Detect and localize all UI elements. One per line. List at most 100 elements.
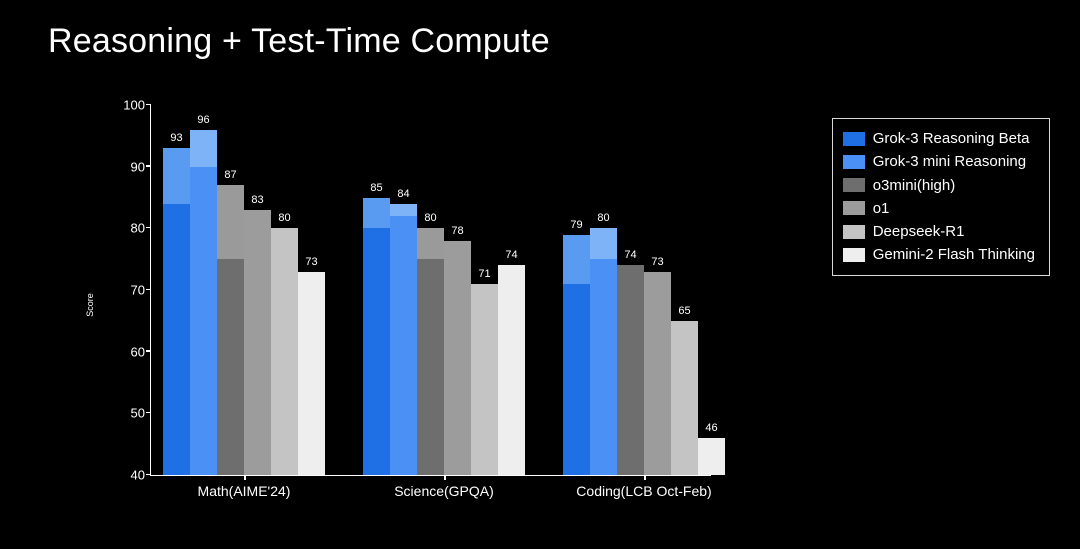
bar-cap (163, 148, 190, 204)
y-tick-mark (146, 227, 151, 229)
bar: 80 (417, 228, 444, 475)
bar: 73 (644, 272, 671, 476)
y-tick-label: 70 (131, 283, 151, 298)
y-tick-label: 100 (123, 98, 151, 113)
bar-base (444, 241, 471, 475)
bar: 71 (471, 284, 498, 475)
bar-base (363, 228, 390, 475)
bar-base (563, 284, 590, 475)
y-tick-mark (146, 289, 151, 291)
legend-item: Gemini-2 Flash Thinking (843, 243, 1035, 266)
y-tick-label: 40 (131, 468, 151, 483)
legend-label: Deepseek-R1 (873, 220, 965, 243)
bar: 87 (217, 185, 244, 475)
legend-swatch (843, 178, 865, 192)
y-tick-mark (146, 412, 151, 414)
legend-label: Grok-3 mini Reasoning (873, 150, 1026, 173)
legend-item: Grok-3 Reasoning Beta (843, 127, 1035, 150)
y-tick-mark (146, 350, 151, 352)
bar-value-label: 84 (397, 188, 409, 200)
bar-value-label: 93 (170, 132, 182, 144)
bar-value-label: 80 (424, 212, 436, 224)
x-tick-mark (644, 475, 646, 480)
legend-swatch (843, 132, 865, 146)
bar-base (417, 259, 444, 475)
y-tick-label: 50 (131, 406, 151, 421)
bar: 85 (363, 198, 390, 476)
bar-value-label: 73 (651, 256, 663, 268)
legend-item: o3mini(high) (843, 174, 1035, 197)
bar-cap (217, 185, 244, 259)
bar-value-label: 96 (197, 114, 209, 126)
legend-label: Gemini-2 Flash Thinking (873, 243, 1035, 266)
legend-swatch (843, 201, 865, 215)
bar: 80 (271, 228, 298, 475)
chart-legend: Grok-3 Reasoning BetaGrok-3 mini Reasoni… (832, 118, 1050, 276)
bar-base (471, 284, 498, 475)
x-tick-mark (244, 475, 246, 480)
bar-value-label: 46 (705, 422, 717, 434)
y-tick-label: 60 (131, 344, 151, 359)
bar: 79 (563, 235, 590, 476)
bar-value-label: 83 (251, 194, 263, 206)
bar-value-label: 87 (224, 169, 236, 181)
legend-swatch (843, 225, 865, 239)
bar-base (190, 167, 217, 475)
bar-value-label: 65 (678, 305, 690, 317)
benchmark-chart: Score 405060708090100Math(AIME'24)939687… (100, 95, 740, 515)
bar-cap (390, 204, 417, 216)
y-tick-mark (146, 104, 151, 106)
legend-item: o1 (843, 197, 1035, 220)
bar: 74 (498, 265, 525, 475)
bar: 73 (298, 272, 325, 476)
bar-base (498, 265, 525, 475)
bar-base (298, 272, 325, 476)
y-tick-mark (146, 165, 151, 167)
bar: 80 (590, 228, 617, 475)
legend-label: Grok-3 Reasoning Beta (873, 127, 1030, 150)
bar-cap (190, 130, 217, 167)
bar-value-label: 80 (278, 212, 290, 224)
plot-area: 405060708090100Math(AIME'24)939687838073… (150, 105, 711, 476)
bar-cap (363, 198, 390, 229)
bar-value-label: 73 (305, 256, 317, 268)
bar-base (590, 259, 617, 475)
bar-base (163, 204, 190, 475)
legend-swatch (843, 155, 865, 169)
bar-value-label: 74 (624, 249, 636, 261)
bar-base (644, 272, 671, 476)
bar-base (271, 228, 298, 475)
bar: 83 (244, 210, 271, 475)
bar: 84 (390, 204, 417, 475)
bar-cap (417, 228, 444, 259)
bar-base (617, 265, 644, 475)
x-tick-mark (444, 475, 446, 480)
bar: 65 (671, 321, 698, 475)
y-tick-label: 80 (131, 221, 151, 236)
bar-value-label: 85 (370, 182, 382, 194)
bar-cap (563, 235, 590, 284)
y-tick-mark (146, 474, 151, 476)
bar-value-label: 80 (597, 212, 609, 224)
legend-item: Deepseek-R1 (843, 220, 1035, 243)
bar-cap (590, 228, 617, 259)
bar-value-label: 78 (451, 225, 463, 237)
bar: 46 (698, 438, 725, 475)
page-title: Reasoning + Test-Time Compute (48, 22, 550, 61)
legend-label: o1 (873, 197, 890, 220)
legend-swatch (843, 248, 865, 262)
bar: 96 (190, 130, 217, 475)
legend-item: Grok-3 mini Reasoning (843, 150, 1035, 173)
bar-value-label: 79 (570, 219, 582, 231)
y-tick-label: 90 (131, 159, 151, 174)
legend-label: o3mini(high) (873, 174, 956, 197)
bar: 74 (617, 265, 644, 475)
bar-base (244, 210, 271, 475)
bar-value-label: 71 (478, 268, 490, 280)
bar-base (671, 321, 698, 475)
bar-base (390, 216, 417, 475)
y-axis-label: Score (85, 293, 95, 317)
bar-base (217, 259, 244, 475)
bar-value-label: 74 (505, 249, 517, 261)
bar-base (698, 438, 725, 475)
